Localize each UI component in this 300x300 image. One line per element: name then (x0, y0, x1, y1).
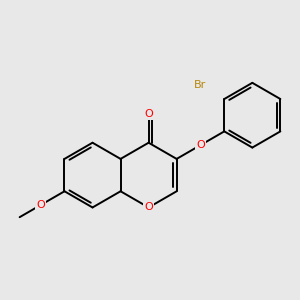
Text: O: O (144, 202, 153, 212)
Text: Br: Br (194, 80, 206, 90)
Text: O: O (144, 109, 153, 119)
Text: O: O (196, 140, 205, 150)
Text: O: O (36, 200, 45, 210)
